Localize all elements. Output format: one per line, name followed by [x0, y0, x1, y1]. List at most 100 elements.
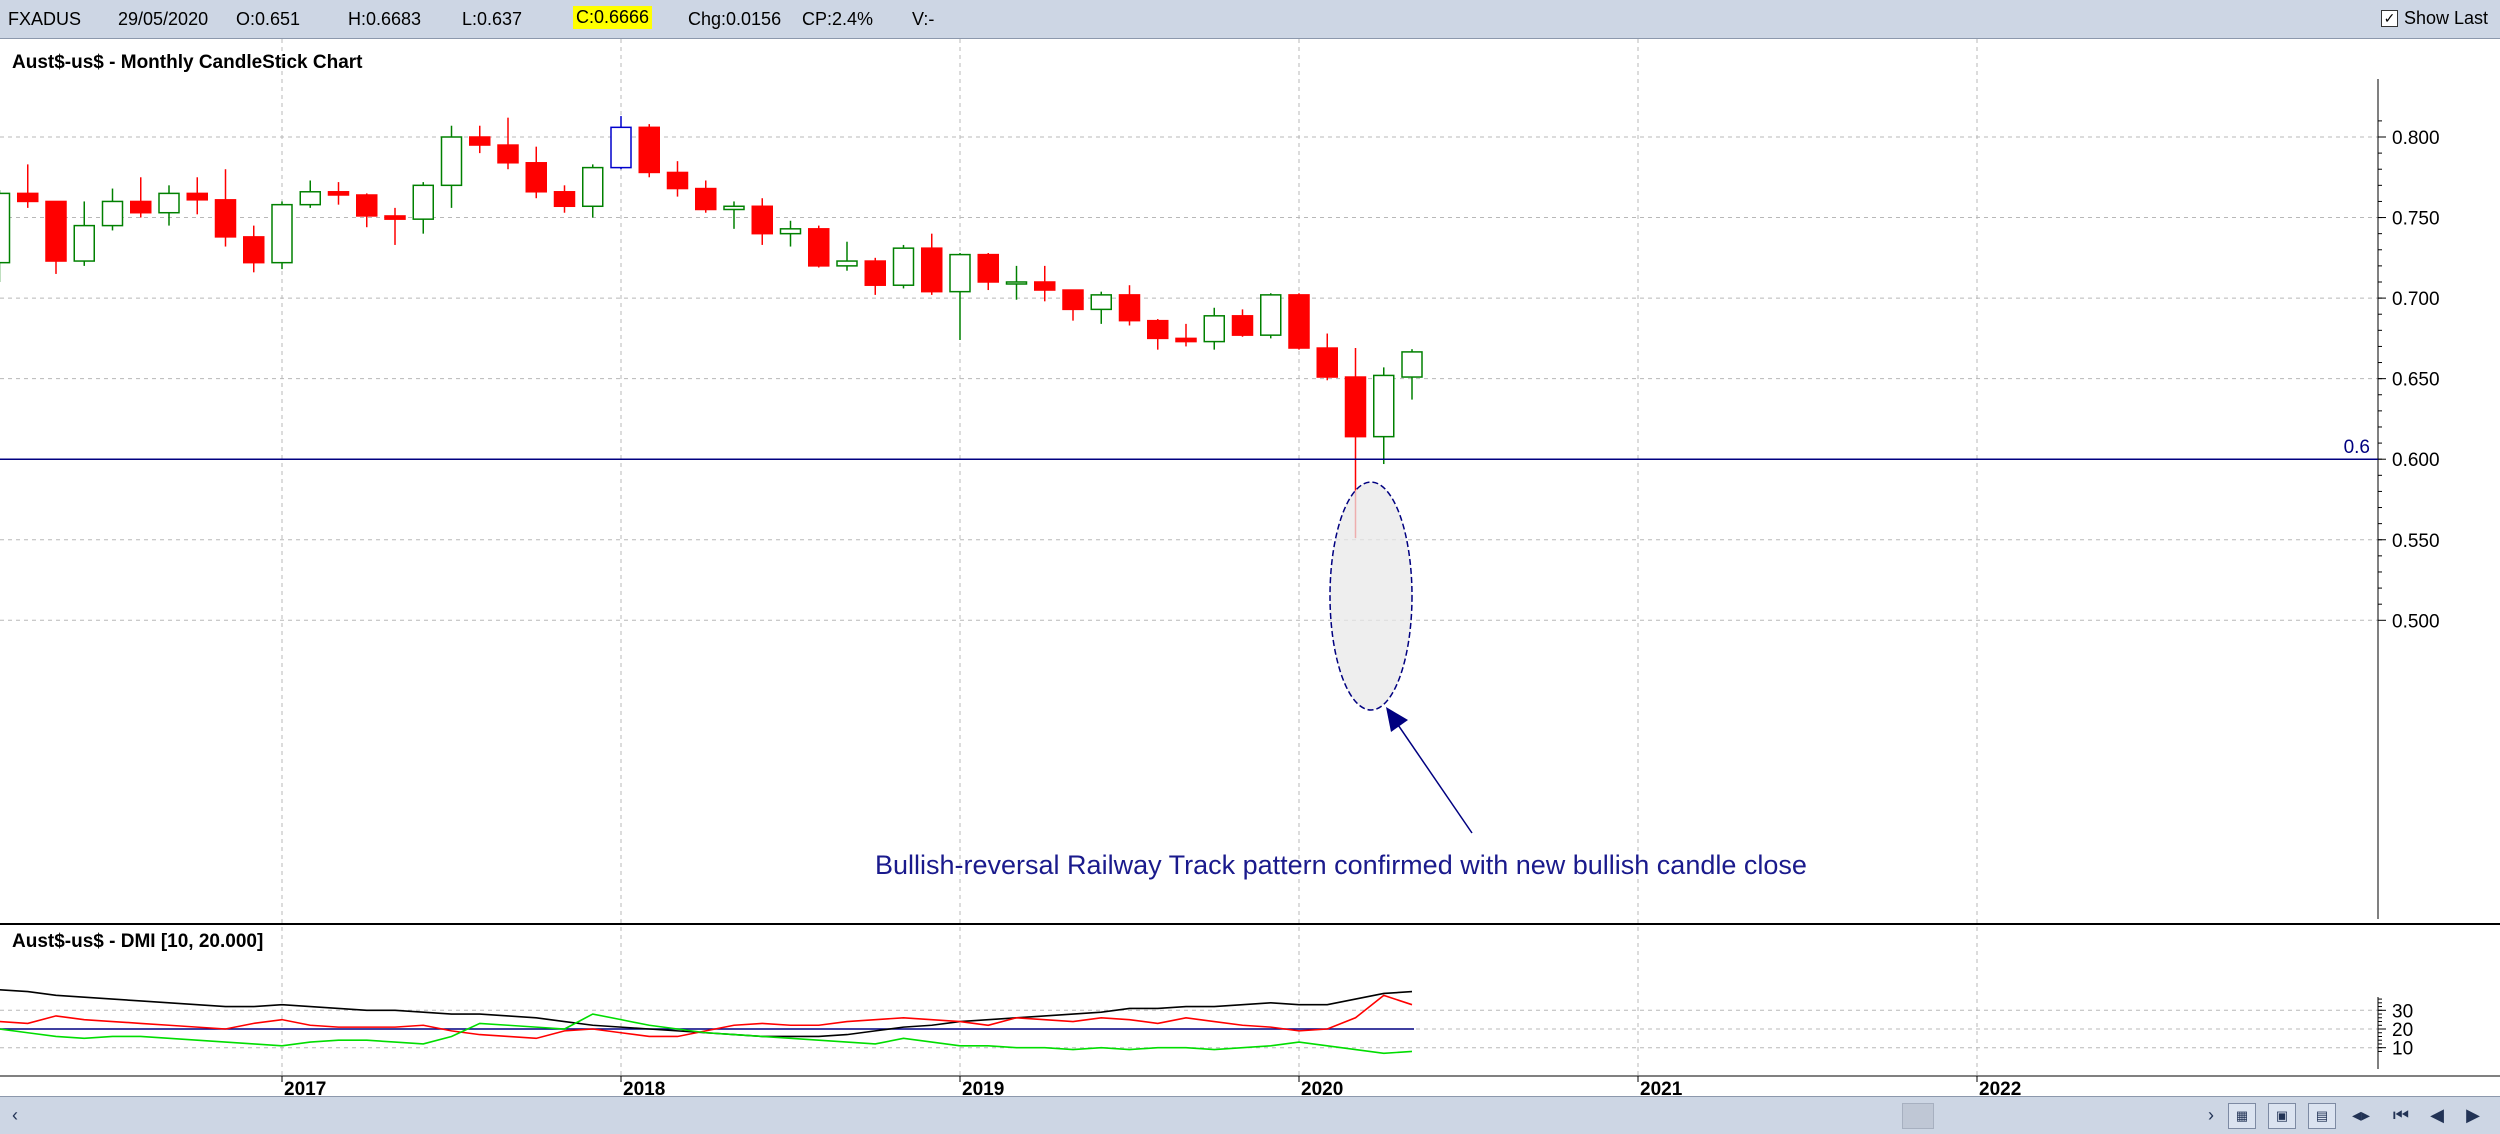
chart-tool-icon-3[interactable]: ▤ — [2308, 1103, 2336, 1129]
bear-candle — [808, 228, 830, 267]
x-tick-label: 2018 — [623, 1079, 665, 1096]
bear-candle — [666, 171, 689, 190]
y-tick-label: 0.500 — [2392, 611, 2440, 632]
annotation-text: Bullish-reversal Railway Track pattern c… — [875, 850, 1807, 880]
bear-candle — [243, 236, 265, 264]
support-level: 0.6 — [0, 437, 2378, 460]
annotation-arrow — [1393, 718, 1473, 834]
grid-lines — [0, 39, 2378, 1076]
bear-candle — [384, 215, 406, 220]
show-last-label: Show Last — [2403, 8, 2488, 28]
x-tick-label: 2022 — [1979, 1079, 2021, 1096]
bear-candle — [130, 200, 152, 214]
bull-candle — [1090, 294, 1112, 311]
chart-area[interactable]: Aust$-us$ - Monthly CandleStick Chart Au… — [0, 39, 2500, 1096]
dmi-y-tick-label: 20 — [2392, 1020, 2413, 1041]
y-tick-label: 0.800 — [2392, 128, 2440, 149]
bear-candle — [695, 187, 717, 211]
annotation-arrowhead — [1386, 707, 1408, 732]
bear-candle — [525, 162, 547, 193]
bear-candle — [1316, 347, 1338, 378]
bear-candle — [1118, 294, 1141, 322]
bull-candle — [1203, 315, 1225, 343]
bear-candle — [45, 200, 67, 262]
volume-label: V:- — [912, 9, 935, 29]
scrollbar[interactable]: ‹ › ▦ ▣ ▤ ◂▸ ⏮ ◀ ▶ — [0, 1096, 2500, 1134]
bull-candle — [949, 253, 971, 293]
bull-candle — [440, 136, 463, 187]
y-tick-label: 0.750 — [2392, 209, 2440, 230]
bear-candle — [553, 191, 576, 208]
y-tick-label: 0.600 — [2392, 450, 2440, 471]
bull-candle — [723, 205, 745, 211]
bear-candle — [1175, 337, 1197, 343]
dmi-y-tick-label: 10 — [2392, 1039, 2413, 1060]
bull-candle — [836, 260, 858, 267]
di_plus-line — [0, 1013, 1413, 1055]
bear-candle — [469, 136, 491, 146]
zoom-arrows-icon[interactable]: ◂▸ — [2351, 1105, 2371, 1125]
low-label: L:0.637 — [462, 9, 523, 29]
x-tick-label: 2019 — [962, 1079, 1004, 1096]
bear-candle — [638, 126, 660, 174]
bear-candle — [327, 191, 350, 196]
prev-page-icon[interactable]: ◀ — [2430, 1105, 2444, 1125]
bull-candle — [582, 166, 604, 208]
toolbar: FXADUS 29/05/2020 O:0.651 H:0.6683 L:0.6… — [0, 0, 2500, 39]
bull-candle — [73, 224, 95, 262]
bear-candle — [864, 260, 886, 286]
bull-candle — [158, 192, 180, 214]
bull-candle — [892, 247, 915, 286]
bull-candle — [779, 228, 802, 235]
y-tick-label: 0.550 — [2392, 531, 2440, 552]
di_minus-line — [0, 994, 1413, 1040]
bear-candle — [17, 192, 39, 203]
close-label: C:0.6666 — [573, 6, 653, 29]
scroll-right-icon[interactable]: › — [2208, 1105, 2214, 1125]
date-label: 29/05/2020 — [118, 9, 209, 29]
annotation: Bullish-reversal Railway Track pattern c… — [875, 481, 1807, 880]
dmi-lines — [0, 988, 1414, 1055]
bull-candle — [0, 192, 11, 264]
y-tick-label: 0.700 — [2392, 289, 2440, 310]
y-axis: 0.800 0.750 0.700 0.650 0.600 0.550 0.500 — [2377, 79, 2440, 919]
bear-candle — [1344, 376, 1367, 438]
change-label: Chg:0.0156 — [688, 9, 782, 29]
bear-candle — [1147, 319, 1169, 340]
bull-candle — [412, 184, 434, 220]
bear-candle — [214, 199, 237, 238]
scroll-left-icon[interactable]: ‹ — [12, 1105, 18, 1125]
bear-candle — [921, 247, 943, 293]
bull-candle — [1260, 294, 1282, 336]
bull-candle — [299, 191, 321, 206]
bear-candle — [356, 194, 378, 217]
bear-candle — [1288, 294, 1310, 349]
show-last-checkbox[interactable]: ✓ — [2380, 10, 2398, 27]
bear-candle — [1034, 281, 1056, 291]
next-page-icon[interactable]: ▶ — [2466, 1105, 2480, 1125]
bear-candle — [977, 253, 999, 283]
x-axis: 2017 2018 2019 2020 2021 2022 — [281, 1076, 2021, 1096]
bull-candle — [610, 126, 632, 169]
scroll-thumb[interactable] — [1902, 1103, 1934, 1129]
first-page-icon[interactable]: ⏮ — [2392, 1105, 2410, 1125]
bear-candle — [751, 205, 773, 235]
bull-candle — [101, 200, 124, 227]
chart-tool-icon-2[interactable]: ▣ — [2268, 1103, 2296, 1129]
show-last-toggle[interactable]: ✓ Show Last — [2380, 8, 2488, 29]
x-tick-label: 2021 — [1640, 1079, 1683, 1096]
bull-candle — [1005, 281, 1028, 285]
change-pct-label: CP:2.4% — [802, 9, 874, 29]
x-tick-label: 2020 — [1301, 1079, 1343, 1096]
pattern-highlight-ellipse — [1329, 481, 1413, 711]
bear-candle — [1231, 315, 1254, 336]
bull-candle — [1401, 351, 1423, 378]
x-tick-label: 2017 — [284, 1079, 326, 1096]
chart-tool-icon-1[interactable]: ▦ — [2228, 1103, 2256, 1129]
open-label: O:0.651 — [236, 9, 301, 29]
high-label: H:0.6683 — [348, 9, 422, 29]
bull-candle — [1373, 374, 1395, 438]
level-line-label: 0.6 — [2344, 437, 2370, 458]
bear-candle — [1062, 289, 1084, 311]
